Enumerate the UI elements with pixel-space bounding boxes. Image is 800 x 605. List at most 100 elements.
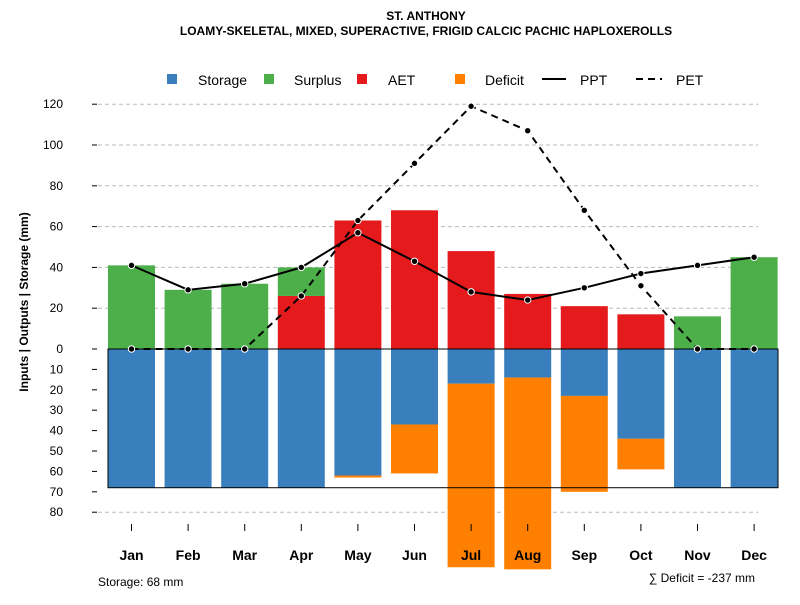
aet-bar [277,295,325,349]
ppt-point [354,229,362,237]
y-tick-label: 0 [56,342,63,356]
deficit-bar [391,424,438,474]
ppt-point [467,288,475,296]
storage-bar [730,349,778,488]
x-tick-label: Apr [289,547,314,563]
chart-subtitle: LOAMY-SKELETAL, MIXED, SUPERACTIVE, FRIG… [180,24,672,38]
y-tick-label: 60 [50,220,64,234]
x-tick-label: Jul [461,547,481,563]
y-tick-label: 30 [50,403,64,417]
ppt-point [693,261,702,270]
x-axis: Jan Feb Mar Apr May Jun Jul Aug Sep Oct Nov Dec [119,524,767,563]
x-tick-label: May [344,547,371,563]
pet-point [467,102,475,110]
pet-point [241,345,249,353]
chart-title: ST. ANTHONY [386,9,466,23]
legend: Storage Surplus AET Deficit PPT PET [167,72,704,88]
legend-surplus-swatch [264,74,274,84]
legend-storage-label: Storage [198,72,247,88]
pet-point [580,206,588,214]
pet-point [297,292,305,300]
storage-bar [617,349,665,439]
x-tick-label: Mar [232,547,257,563]
ppt-point [241,280,249,288]
y-tick-label: 70 [50,485,64,499]
pet-point [184,345,192,353]
aet-bar [617,314,665,349]
ppt-point [637,269,645,278]
aet-bar [334,220,382,349]
ppt-point [524,296,532,304]
storage-note: Storage: 68 mm [98,575,183,589]
y-tick-label: 80 [50,505,64,519]
storage-bar [504,349,552,378]
y-tick-label: 80 [50,179,64,193]
deficit-bar [447,383,495,568]
bars [108,210,778,570]
storage-bar [447,349,495,384]
deficit-bar [334,475,382,478]
y-tick-label: 20 [50,301,64,315]
pet-point [354,216,362,225]
pet-point [637,282,645,290]
surplus-bar [730,257,778,349]
surplus-bar [108,265,155,349]
x-tick-label: Feb [176,547,201,563]
deficit-note: ∑ Deficit = -237 mm [649,571,755,585]
legend-storage-swatch [167,74,177,84]
series-lines [127,102,758,353]
storage-bar [560,349,608,396]
ppt-point [410,257,419,265]
ppt-point [580,284,588,292]
x-tick-label: Oct [629,547,653,563]
y-tick-label: 40 [50,424,64,438]
storage-bar [277,349,325,488]
aet-bar [447,251,495,349]
pet-point [693,345,702,353]
y-tick-label: 40 [50,260,64,274]
ppt-point [127,261,136,270]
y-tick-label: 100 [43,138,63,152]
storage-bar [674,349,721,488]
y-tick-label: 120 [43,97,63,111]
pet-line [131,105,755,350]
deficit-bar [617,438,665,470]
legend-aet-label: AET [388,72,416,88]
zero-and-capacity-lines [107,348,779,489]
pet-point [750,345,758,353]
pet-point [410,159,419,168]
x-tick-label: Jun [402,547,427,563]
storage-capacity-box [107,348,779,489]
storage-bar [334,349,382,476]
x-tick-label: Jan [119,547,143,563]
y-tick-label: 10 [50,362,64,376]
y-tick-label: 50 [50,444,64,458]
y-axis-label: Inputs | Outputs | Storage (mm) [17,212,31,391]
legend-surplus-label: Surplus [294,72,341,88]
aet-bar [391,210,438,349]
x-tick-label: Nov [684,547,711,563]
y-axis: 0 20 40 60 80 100 120 10 20 30 40 50 60 70 80 [43,97,97,519]
storage-bar [221,349,269,488]
pet-point [127,345,136,353]
deficit-bar [504,377,552,570]
y-tick-label: 20 [50,383,64,397]
legend-deficit-label: Deficit [485,72,524,88]
x-tick-label: Sep [571,547,597,563]
storage-bar [108,349,155,488]
x-tick-label: Dec [741,547,767,563]
aet-bar [560,306,608,349]
y-tick-label: 60 [50,464,64,478]
legend-deficit-swatch [455,74,465,84]
ppt-point [297,263,305,272]
storage-bar [391,349,438,425]
x-tick-label: Aug [514,547,541,563]
legend-ppt-label: PPT [580,72,608,88]
storage-bar [164,349,212,488]
legend-pet-label: PET [676,72,704,88]
pet-point [524,127,532,135]
legend-aet-swatch [357,74,367,84]
surplus-bar [164,289,212,349]
surplus-bar [221,283,269,349]
